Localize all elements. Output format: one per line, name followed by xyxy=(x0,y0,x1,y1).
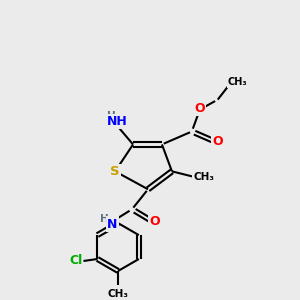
Text: CH₃: CH₃ xyxy=(193,172,214,182)
Text: Cl: Cl xyxy=(69,254,82,268)
Text: O: O xyxy=(194,102,205,115)
Text: H: H xyxy=(107,111,116,121)
Text: O: O xyxy=(150,214,160,228)
Text: N: N xyxy=(107,218,117,231)
Text: S: S xyxy=(110,165,120,178)
Text: CH₃: CH₃ xyxy=(108,289,129,299)
Text: CH₃: CH₃ xyxy=(228,77,248,87)
Text: O: O xyxy=(212,135,223,148)
Text: NH: NH xyxy=(107,115,128,128)
Text: H: H xyxy=(100,214,109,224)
